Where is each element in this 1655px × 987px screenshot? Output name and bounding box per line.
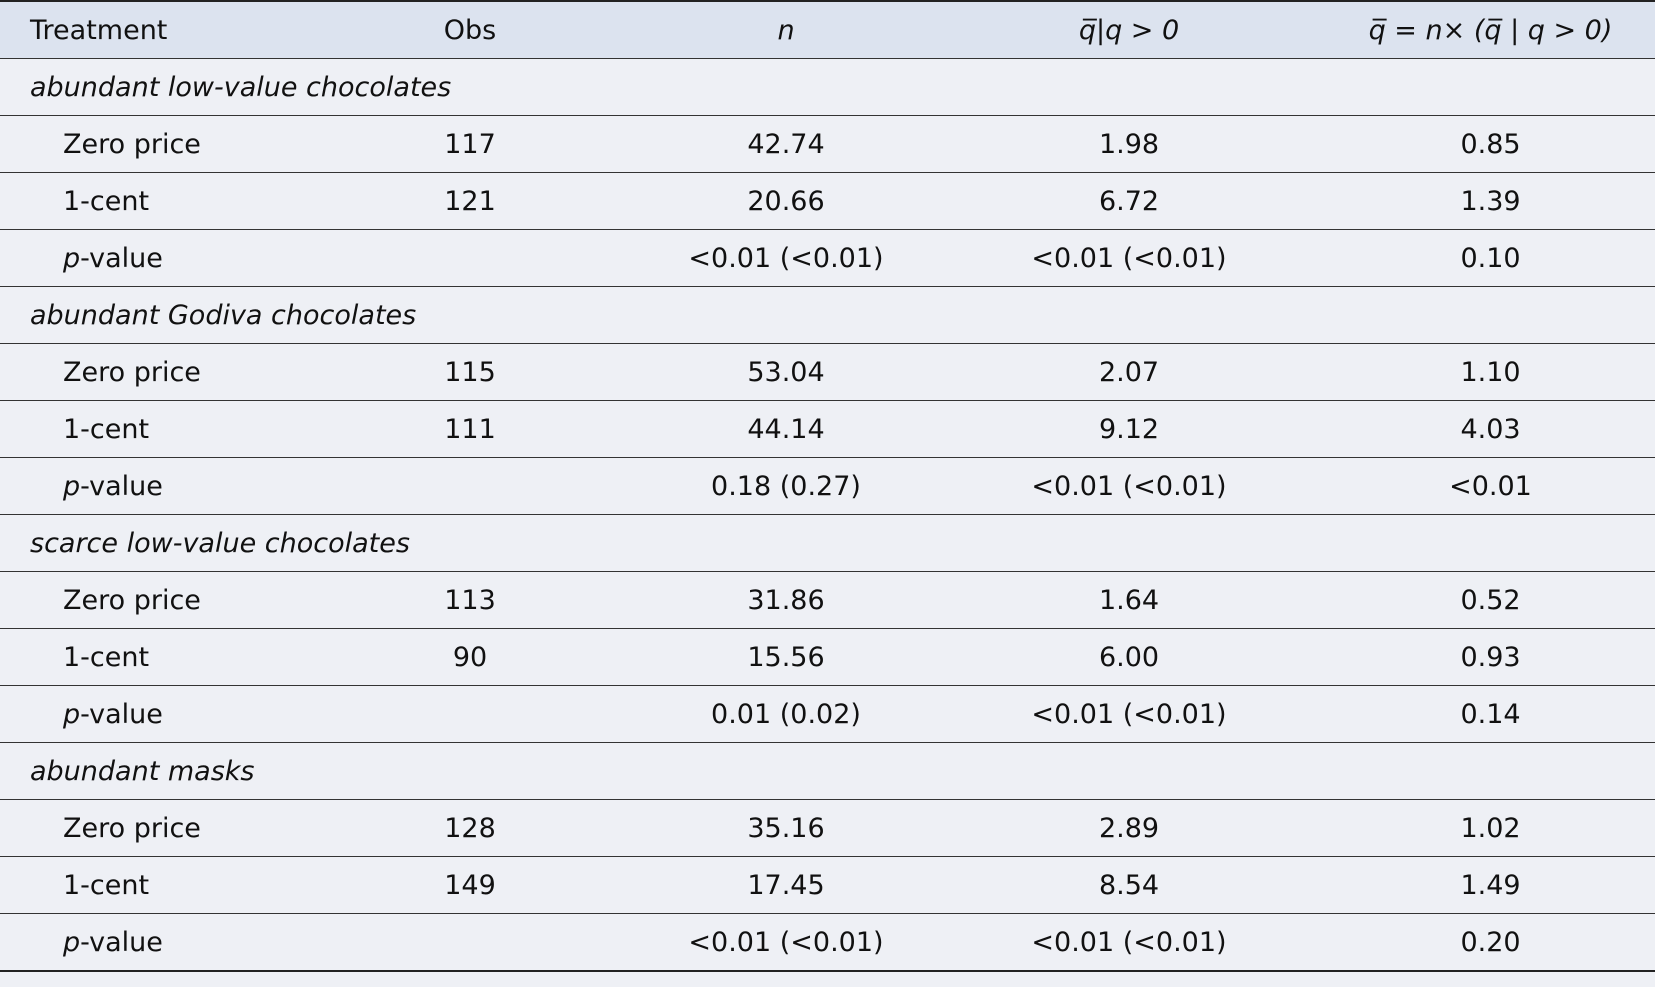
header-cell: q̅|q > 0 — [932, 1, 1326, 59]
table-cell: <0.01 (<0.01) — [932, 229, 1326, 287]
section-row: scarce low-value chocolates — [0, 514, 1655, 572]
table-cell: 117 — [300, 115, 640, 173]
table-cell: 1.10 — [1326, 343, 1655, 401]
table-cell: 1.02 — [1326, 799, 1655, 857]
table-cell: 8.54 — [932, 856, 1326, 914]
table-cell: 0.20 — [1326, 913, 1655, 972]
table-body: abundant low-value chocolates Zero price 1… — [0, 58, 1655, 972]
table-cell: p-value — [0, 685, 300, 743]
data-row: 1-cent 121 20.66 6.72 1.39 — [0, 172, 1655, 230]
table-cell: 90 — [300, 628, 640, 686]
header-cell: n — [640, 1, 932, 59]
table-cell: 128 — [300, 799, 640, 857]
table-cell: <0.01 (<0.01) — [640, 229, 932, 287]
section-row: abundant low-value chocolates — [0, 58, 1655, 116]
empty-cell — [300, 685, 640, 743]
table-cell: 0.85 — [1326, 115, 1655, 173]
table-cell: 1.39 — [1326, 172, 1655, 230]
section-row: abundant masks — [0, 742, 1655, 800]
data-row: Zero price 128 35.16 2.89 1.02 — [0, 799, 1655, 857]
data-row: 1-cent 149 17.45 8.54 1.49 — [0, 856, 1655, 914]
table-cell: 1.98 — [932, 115, 1326, 173]
table-cell: <0.01 (<0.01) — [932, 685, 1326, 743]
data-row: p-value 0.01 (0.02) <0.01 (<0.01) 0.14 — [0, 685, 1655, 743]
table-cell: 1-cent — [0, 856, 300, 914]
section-title: abundant low-value chocolates — [0, 58, 1655, 116]
table-cell: <0.01 — [1326, 457, 1655, 515]
header-row: Treatment Obs n q̅|q > 0 q̅ = n× (q̅ | q > 0… — [0, 1, 1655, 59]
data-row: p-value <0.01 (<0.01) <0.01 (<0.01) 0.10 — [0, 229, 1655, 287]
data-row: Zero price 115 53.04 2.07 1.10 — [0, 343, 1655, 401]
table-cell: Zero price — [0, 571, 300, 629]
table-cell: 0.01 (0.02) — [640, 685, 932, 743]
section-row: abundant Godiva chocolates — [0, 286, 1655, 344]
table-cell: 1.49 — [1326, 856, 1655, 914]
data-row: p-value 0.18 (0.27) <0.01 (<0.01) <0.01 — [0, 457, 1655, 515]
table-cell: 42.74 — [640, 115, 932, 173]
table-cell: 53.04 — [640, 343, 932, 401]
table-cell: 0.10 — [1326, 229, 1655, 287]
table-cell: 149 — [300, 856, 640, 914]
table-cell: 44.14 — [640, 400, 932, 458]
table-cell: 35.16 — [640, 799, 932, 857]
table-cell: <0.01 (<0.01) — [640, 913, 932, 972]
table-cell: <0.01 (<0.01) — [932, 913, 1326, 972]
table-cell: 2.07 — [932, 343, 1326, 401]
table-cell: 0.14 — [1326, 685, 1655, 743]
section-title: abundant Godiva chocolates — [0, 286, 1655, 344]
table-cell: 121 — [300, 172, 640, 230]
table-cell: 1-cent — [0, 172, 300, 230]
empty-cell — [300, 229, 640, 287]
table-cell: 0.52 — [1326, 571, 1655, 629]
data-row: Zero price 117 42.74 1.98 0.85 — [0, 115, 1655, 173]
section-title: scarce low-value chocolates — [0, 514, 1655, 572]
table-cell: p-value — [0, 229, 300, 287]
table-cell: Zero price — [0, 115, 300, 173]
header-cell: q̅ = n× (q̅ | q > 0) — [1326, 1, 1655, 59]
table-cell: 15.56 — [640, 628, 932, 686]
table-cell: Zero price — [0, 343, 300, 401]
data-row: p-value <0.01 (<0.01) <0.01 (<0.01) 0.20 — [0, 913, 1655, 972]
table-cell: 1.64 — [932, 571, 1326, 629]
table-cell: 115 — [300, 343, 640, 401]
table-cell: 111 — [300, 400, 640, 458]
table-cell: 2.89 — [932, 799, 1326, 857]
empty-cell — [300, 457, 640, 515]
table-cell: p-value — [0, 913, 300, 972]
section-title: abundant masks — [0, 742, 1655, 800]
table-cell: 1-cent — [0, 628, 300, 686]
table-cell: 1-cent — [0, 400, 300, 458]
data-row: Zero price 113 31.86 1.64 0.52 — [0, 571, 1655, 629]
table-cell: p-value — [0, 457, 300, 515]
table-cell: 113 — [300, 571, 640, 629]
table-cell: Zero price — [0, 799, 300, 857]
data-row: 1-cent 90 15.56 6.00 0.93 — [0, 628, 1655, 686]
table-cell: 17.45 — [640, 856, 932, 914]
table-cell: 9.12 — [932, 400, 1326, 458]
header-cell: Treatment — [0, 1, 300, 59]
header-cell: Obs — [300, 1, 640, 59]
table-cell: 6.00 — [932, 628, 1326, 686]
table-cell: 0.18 (0.27) — [640, 457, 932, 515]
table-cell: <0.01 (<0.01) — [932, 457, 1326, 515]
table-cell: 31.86 — [640, 571, 932, 629]
empty-cell — [300, 913, 640, 972]
table-cell: 20.66 — [640, 172, 932, 230]
table-cell: 4.03 — [1326, 400, 1655, 458]
data-row: 1-cent 111 44.14 9.12 4.03 — [0, 400, 1655, 458]
table-cell: 6.72 — [932, 172, 1326, 230]
table-cell: 0.93 — [1326, 628, 1655, 686]
